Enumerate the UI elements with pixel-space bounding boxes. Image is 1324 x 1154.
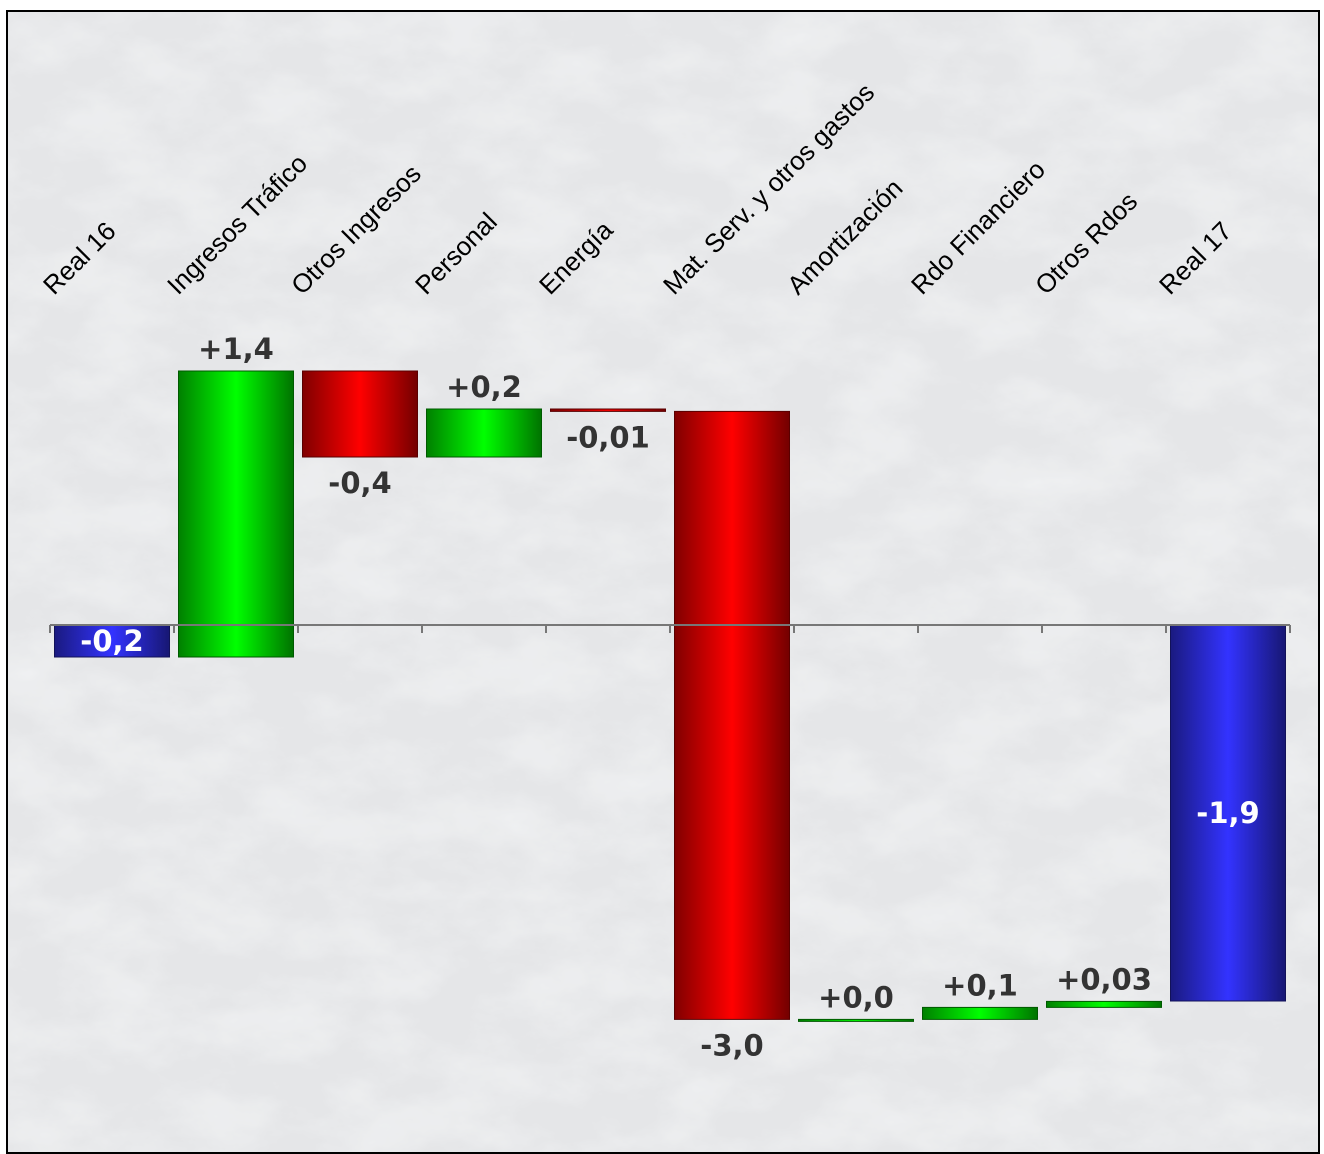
- bar: [1046, 1000, 1162, 1008]
- value-label: +0,1: [942, 968, 1018, 1002]
- bar: [1170, 624, 1286, 1002]
- value-label: -0,2: [80, 624, 143, 658]
- bars: [54, 370, 1286, 1022]
- value-label: -1,9: [1196, 796, 1259, 830]
- value-label: -3,0: [700, 1028, 763, 1062]
- bar: [550, 408, 666, 412]
- value-label: +0,0: [818, 980, 894, 1014]
- value-label: -0,01: [566, 420, 650, 454]
- axis: [49, 624, 1291, 633]
- bar: [54, 624, 170, 658]
- bar: [798, 1018, 914, 1022]
- bar: [922, 1006, 1038, 1020]
- bar: [302, 370, 418, 458]
- frame: [6, 10, 1320, 1154]
- value-label: +0,03: [1056, 962, 1152, 996]
- value-label: +0,2: [446, 370, 522, 404]
- value-label: +1,4: [198, 332, 274, 366]
- bar: [674, 410, 790, 1020]
- value-label: -0,4: [328, 466, 391, 500]
- bar: [178, 370, 294, 658]
- bar: [426, 408, 542, 458]
